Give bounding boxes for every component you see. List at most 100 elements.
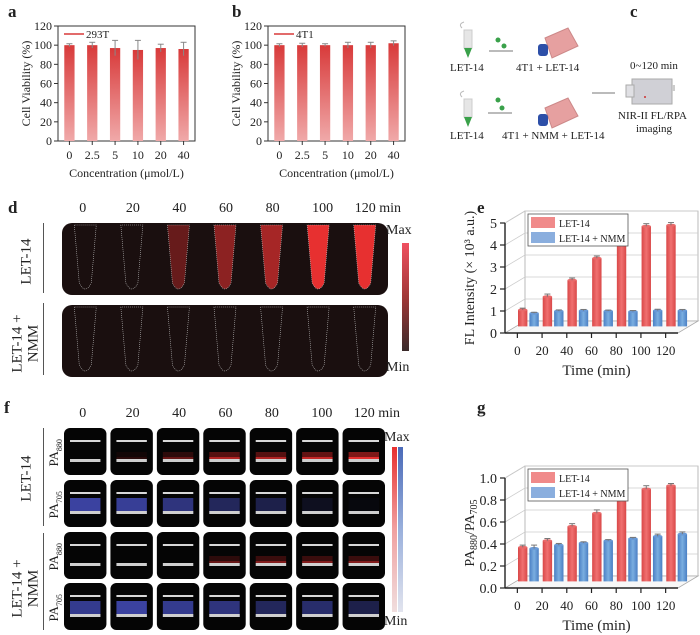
tube-bottom-edge: [302, 511, 333, 514]
bar-let14-nmm: [554, 545, 564, 582]
x-tick-label: 40: [388, 148, 400, 162]
x-tick-label: 100: [631, 343, 651, 358]
pa-image-tile: [249, 583, 293, 630]
x-tick-label: 40: [178, 148, 190, 162]
bar: [178, 49, 189, 141]
y-axis-label: FL Intensity (× 10³ a.u.): [463, 210, 478, 345]
bar-let14-nmm: [603, 540, 613, 582]
tube-image: [73, 224, 97, 290]
tube-bottom-edge: [209, 563, 240, 566]
y-tick-label: 0.8: [480, 494, 498, 509]
y-tick-label: 40: [40, 96, 52, 110]
pa705-signal: [209, 498, 240, 514]
tube-image: [167, 224, 190, 290]
x-tick-label: 20: [536, 598, 549, 613]
panel-label-e: e: [477, 198, 485, 217]
bar: [132, 49, 144, 142]
panel-label-f: f: [4, 398, 10, 417]
gridline: [504, 210, 698, 224]
bar-let14: [616, 240, 627, 327]
panel-label-a: a: [8, 2, 17, 21]
pa-image-tile: [64, 532, 107, 579]
tube-bottom-edge: [255, 511, 287, 514]
time-label: 20: [125, 406, 140, 421]
row-label-let14-nmm: LET-14 + NMM: [9, 314, 42, 373]
y-tick-label: 40: [250, 96, 262, 110]
pa880-signal: [255, 452, 287, 460]
x-tick-label: 100: [631, 598, 651, 613]
gridline: [504, 298, 698, 312]
bar: [64, 45, 75, 141]
y-axis-label: Cell Viability (%): [19, 41, 33, 127]
tube-top-edge: [209, 595, 240, 597]
colorbar-pa705: [398, 447, 403, 612]
colorbar-min-label: Min: [386, 360, 410, 375]
tube-icon: [459, 21, 473, 58]
y-tick-label: 0.2: [480, 560, 498, 575]
y-tick-label: 80: [250, 57, 262, 71]
label-let14-2: LET-14: [450, 130, 484, 142]
pa880-signal-line: [302, 561, 333, 563]
pa880-signal: [209, 452, 240, 460]
tube-bottom-edge: [348, 511, 379, 514]
y-tick-label: 3: [490, 261, 497, 276]
y-tick-label: 100: [244, 38, 262, 52]
label-imaging-line2: imaging: [636, 123, 673, 135]
tube-top-edge: [70, 544, 101, 546]
pa705-signal: [348, 601, 379, 617]
pa-image-tile: [203, 480, 246, 527]
tube-bottom-edge: [348, 614, 379, 617]
x-tick-label: 20: [365, 148, 377, 162]
pa705-signal: [209, 601, 240, 617]
label-4t1-nmm-let14: 4T1 + NMM + LET-14: [502, 130, 605, 142]
plot-frame: [57, 25, 196, 142]
tube-top-edge: [162, 492, 194, 494]
pa880-signal-line: [209, 457, 240, 459]
bar-let14: [616, 498, 627, 582]
bar: [155, 48, 166, 141]
tube-bottom-edge: [116, 459, 147, 462]
tube-bottom-edge: [255, 563, 287, 566]
y-axis-label: Cell Viability (%): [229, 41, 243, 127]
schematic-graphics: [459, 21, 675, 129]
x-tick-label: 40: [560, 343, 573, 358]
label-4t1-let14: 4T1 + LET-14: [516, 62, 580, 74]
schematic-c: LET-14 4T1 + LET-14 LET-14 4T1 + NMM + L…: [440, 0, 700, 180]
y-tick-label: 0.6: [480, 516, 498, 531]
tube-top-edge: [255, 492, 287, 494]
bar-let14-nmm: [652, 536, 663, 582]
tube-bottom-edge: [162, 563, 194, 566]
flask-icon: [538, 27, 579, 59]
x-tick-label: 120: [656, 598, 676, 613]
pa-image-tile: [342, 428, 385, 475]
pa880-signal: [348, 452, 379, 460]
time-label: 20: [125, 201, 140, 216]
time-label: 120 min: [353, 406, 401, 421]
legend-swatch-let14: [531, 217, 555, 228]
bar-top: [542, 539, 553, 543]
y-tick-label: 120: [244, 19, 262, 33]
pa705-signal: [162, 498, 194, 514]
tube-bottom-edge: [70, 459, 101, 462]
tube-image: [353, 306, 377, 372]
y-tick-label: 0.4: [480, 538, 498, 553]
divider: [43, 428, 44, 526]
y-tick-label: 4: [490, 239, 497, 254]
pa-image-tile: [342, 583, 385, 630]
tube-top-edge: [116, 595, 147, 597]
panel-label-g: g: [477, 398, 486, 417]
bar-top: [592, 256, 602, 260]
tube-top-edge: [348, 595, 379, 597]
bar-let14-nmm: [554, 311, 564, 327]
x-tick-label: 120: [656, 343, 676, 358]
pa-image-tile: [296, 428, 339, 475]
pa705-signal: [70, 498, 101, 514]
time-label: 40: [172, 201, 187, 216]
colorbar-pa880: [392, 447, 397, 612]
droplet-icon: [495, 97, 505, 111]
pa705-signal: [302, 601, 333, 617]
x-tick-label: 40: [560, 598, 573, 613]
tube-top-edge: [255, 544, 287, 546]
panel-label-b: b: [232, 2, 242, 21]
tube-top-edge: [70, 440, 101, 442]
